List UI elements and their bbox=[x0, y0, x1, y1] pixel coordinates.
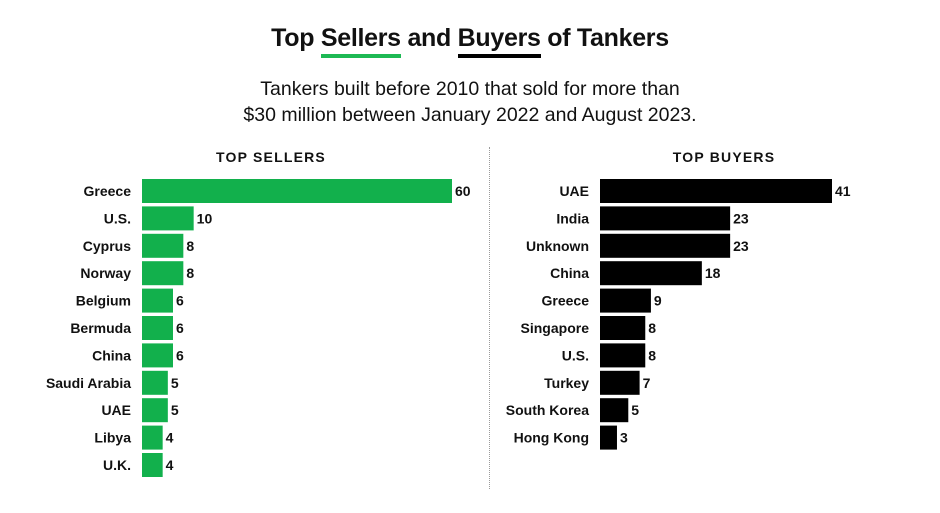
sellers-category-label: Bermuda bbox=[70, 320, 131, 336]
sellers-value-label: 8 bbox=[186, 265, 194, 281]
sellers-bar bbox=[142, 398, 168, 423]
sellers-category-label: Belgium bbox=[76, 293, 131, 309]
sellers-value-label: 6 bbox=[176, 347, 184, 363]
sellers-bar bbox=[142, 343, 173, 368]
sellers-value-label: 4 bbox=[166, 457, 174, 473]
sellers-bar bbox=[142, 261, 184, 286]
sellers-category-label: Norway bbox=[80, 265, 131, 281]
sellers-bar bbox=[142, 179, 452, 203]
sellers-bar bbox=[142, 316, 173, 340]
chart-subtitle: Tankers built before 2010 that sold for … bbox=[0, 76, 940, 128]
buyers-bar bbox=[600, 206, 731, 231]
buyers-value-label: 41 bbox=[835, 183, 851, 199]
buyers-category-label: U.S. bbox=[562, 347, 589, 363]
buyers-category-label: Greece bbox=[542, 293, 590, 309]
buyers-category-label: Hong Kong bbox=[514, 430, 589, 446]
buyers-category-label: South Korea bbox=[506, 402, 589, 418]
buyers-panel-title: TOP BUYERS bbox=[673, 149, 776, 165]
sellers-category-label: UAE bbox=[101, 402, 131, 418]
buyers-value-label: 9 bbox=[654, 293, 662, 309]
buyers-value-label: 8 bbox=[648, 347, 656, 363]
buyers-bar bbox=[600, 370, 640, 395]
buyers-value-label: 5 bbox=[631, 402, 639, 418]
buyers-value-label: 3 bbox=[620, 430, 628, 446]
title-buyers-word: Buyers bbox=[457, 24, 541, 58]
sellers-category-label: Greece bbox=[84, 183, 132, 199]
sellers-bar bbox=[142, 206, 194, 231]
buyers-category-label: India bbox=[556, 210, 589, 226]
buyers-category-label: China bbox=[550, 265, 589, 281]
title-part-3: of Tankers bbox=[540, 24, 669, 52]
sellers-category-label: U.S. bbox=[104, 210, 131, 226]
buyers-value-label: 23 bbox=[733, 210, 749, 226]
buyers-bar bbox=[600, 261, 702, 286]
sellers-bar bbox=[142, 233, 184, 258]
sellers-value-label: 6 bbox=[176, 293, 184, 309]
sellers-category-label: U.K. bbox=[103, 457, 131, 473]
buyers-bar bbox=[600, 179, 832, 203]
sellers-value-label: 10 bbox=[197, 210, 213, 226]
sellers-bar bbox=[142, 453, 163, 477]
buyers-category-label: UAE bbox=[559, 183, 589, 199]
sellers-value-label: 5 bbox=[171, 402, 179, 418]
buyers-category-label: Turkey bbox=[544, 375, 589, 391]
sellers-bar bbox=[142, 425, 163, 450]
buyers-bar bbox=[600, 288, 651, 313]
title-sellers-word: Sellers bbox=[320, 24, 401, 58]
chart-title: Top Sellers and Buyers of Tankers bbox=[0, 24, 940, 58]
panel-divider bbox=[489, 147, 490, 489]
buyers-value-label: 8 bbox=[648, 320, 656, 336]
sellers-category-label: Saudi Arabia bbox=[46, 375, 131, 391]
buyers-value-label: 7 bbox=[643, 375, 651, 391]
buyers-bar bbox=[600, 233, 731, 258]
buyers-value-label: 18 bbox=[705, 265, 721, 281]
subtitle-line-2: $30 million between January 2022 and Aug… bbox=[243, 104, 697, 126]
buyers-value-label: 23 bbox=[733, 238, 749, 254]
buyers-category-label: Unknown bbox=[526, 238, 589, 254]
sellers-category-label: Libya bbox=[94, 430, 131, 446]
sellers-value-label: 4 bbox=[166, 430, 174, 446]
buyers-bar bbox=[600, 316, 646, 340]
subtitle-line-1: Tankers built before 2010 that sold for … bbox=[260, 78, 680, 100]
sellers-bar bbox=[142, 370, 168, 395]
title-part-2: and bbox=[400, 24, 458, 52]
sellers-value-label: 60 bbox=[455, 183, 471, 199]
sellers-value-label: 8 bbox=[186, 238, 194, 254]
title-part-1: Top bbox=[271, 24, 321, 52]
sellers-value-label: 6 bbox=[176, 320, 184, 336]
buyers-bar bbox=[600, 343, 646, 368]
buyers-bar bbox=[600, 398, 629, 423]
sellers-panel-title: TOP SELLERS bbox=[216, 149, 326, 165]
sellers-bar bbox=[142, 288, 173, 313]
buyers-bar bbox=[600, 425, 617, 450]
sellers-category-label: China bbox=[92, 347, 131, 363]
sellers-value-label: 5 bbox=[171, 375, 179, 391]
sellers-category-label: Cyprus bbox=[83, 238, 131, 254]
buyers-category-label: Singapore bbox=[521, 320, 590, 336]
